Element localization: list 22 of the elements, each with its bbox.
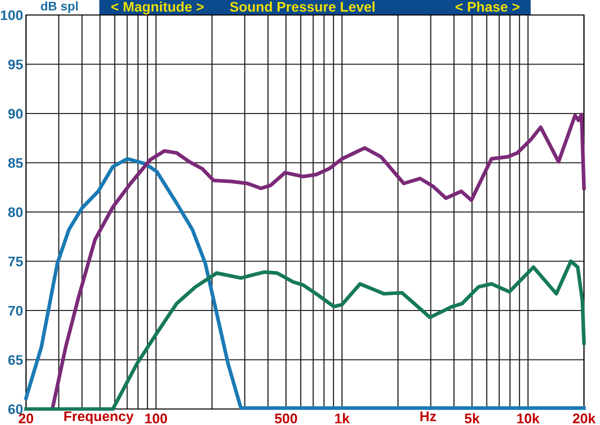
x-tick-label: 100	[145, 414, 168, 424]
x-tick-label: 20k	[572, 413, 596, 424]
x-axis-title: Frequency	[64, 411, 134, 424]
text: < Phase >	[456, 2, 520, 12]
x-tick-label: 20	[18, 414, 34, 424]
y-tick-label: 75	[8, 256, 23, 266]
y-tick-label: 90	[8, 108, 23, 119]
y-tick-label: 100	[0, 10, 23, 20]
y-axis-title: dB spl	[40, 1, 78, 14]
x-tick-label: 500	[274, 414, 298, 424]
x-tick-label: 1k	[335, 413, 350, 424]
y-tick-label: 65	[8, 355, 23, 365]
y-tick-label: 95	[8, 60, 23, 70]
y-tick-label: 60	[8, 404, 23, 414]
text: < Magnitude >	[111, 1, 204, 15]
x-tick-label: 10k	[517, 413, 540, 424]
x-tick-label: 5k	[464, 413, 480, 424]
y-tick-label: 85	[8, 158, 23, 168]
y-tick-label: 80	[8, 207, 23, 218]
y-tick-label: 70	[8, 306, 23, 316]
chart-title: Sound Pressure Level	[230, 2, 374, 12]
text: Hz	[420, 412, 436, 422]
